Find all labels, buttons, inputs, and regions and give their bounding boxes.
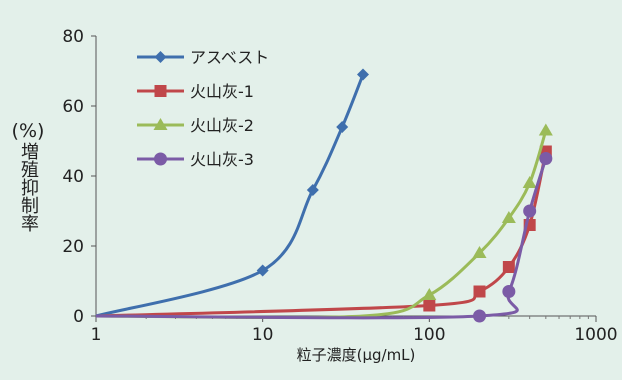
data-point (306, 184, 319, 196)
legend-item: 火山灰-1 (137, 82, 254, 101)
x-axis-label: 粒子濃度(μg/mL) (297, 346, 416, 364)
data-point (473, 285, 486, 298)
data-point (357, 68, 370, 81)
legend-swatch-marker (154, 152, 167, 166)
data-point (539, 152, 553, 165)
y-tick-label: 40 (62, 167, 84, 187)
legend-swatch-marker (154, 51, 167, 63)
y-axis-label: 増殖抑制率 (18, 142, 39, 232)
series-layer (95, 68, 553, 323)
data-point (336, 121, 349, 133)
data-point (522, 176, 537, 188)
data-point (423, 299, 436, 312)
legend-label: 火山灰-2 (190, 116, 254, 135)
data-point (502, 261, 515, 273)
legend-item: アスベスト (137, 48, 269, 67)
data-point (422, 288, 437, 300)
series-2 (95, 145, 552, 318)
y-tick-label: 60 (62, 97, 84, 117)
y-axis-unit: (%) (11, 120, 45, 142)
x-tick-label: 100 (413, 325, 445, 345)
x-tick-label: 1 (91, 325, 102, 345)
legend-label: アスベスト (190, 48, 269, 67)
data-point (538, 123, 553, 136)
y-tick-label: 20 (62, 237, 84, 257)
legend-item: 火山灰-2 (137, 116, 254, 135)
y-tick-label: 0 (73, 307, 84, 327)
x-tick-label: 10 (252, 325, 274, 345)
y-axis-label-group: (%) 増殖抑制率 (8, 120, 48, 232)
data-point (473, 309, 487, 323)
data-point (502, 285, 516, 298)
legend-item: 火山灰-3 (137, 150, 254, 169)
y-tick-label: 80 (62, 27, 84, 47)
series-4 (95, 152, 553, 323)
legend-label: 火山灰-3 (190, 150, 254, 169)
x-tick-label: 1000 (574, 325, 617, 345)
legend-swatch-marker (153, 118, 168, 130)
legend-label: 火山灰-1 (190, 82, 254, 101)
data-point (501, 211, 516, 223)
data-point (472, 246, 487, 258)
axes: 0 20 40 60 80 1 10 100 1000 (62, 27, 617, 345)
data-point (523, 204, 537, 218)
series-line (95, 73, 365, 318)
data-point (256, 264, 269, 277)
legend-swatch-marker (154, 85, 167, 97)
series-1 (95, 68, 370, 318)
